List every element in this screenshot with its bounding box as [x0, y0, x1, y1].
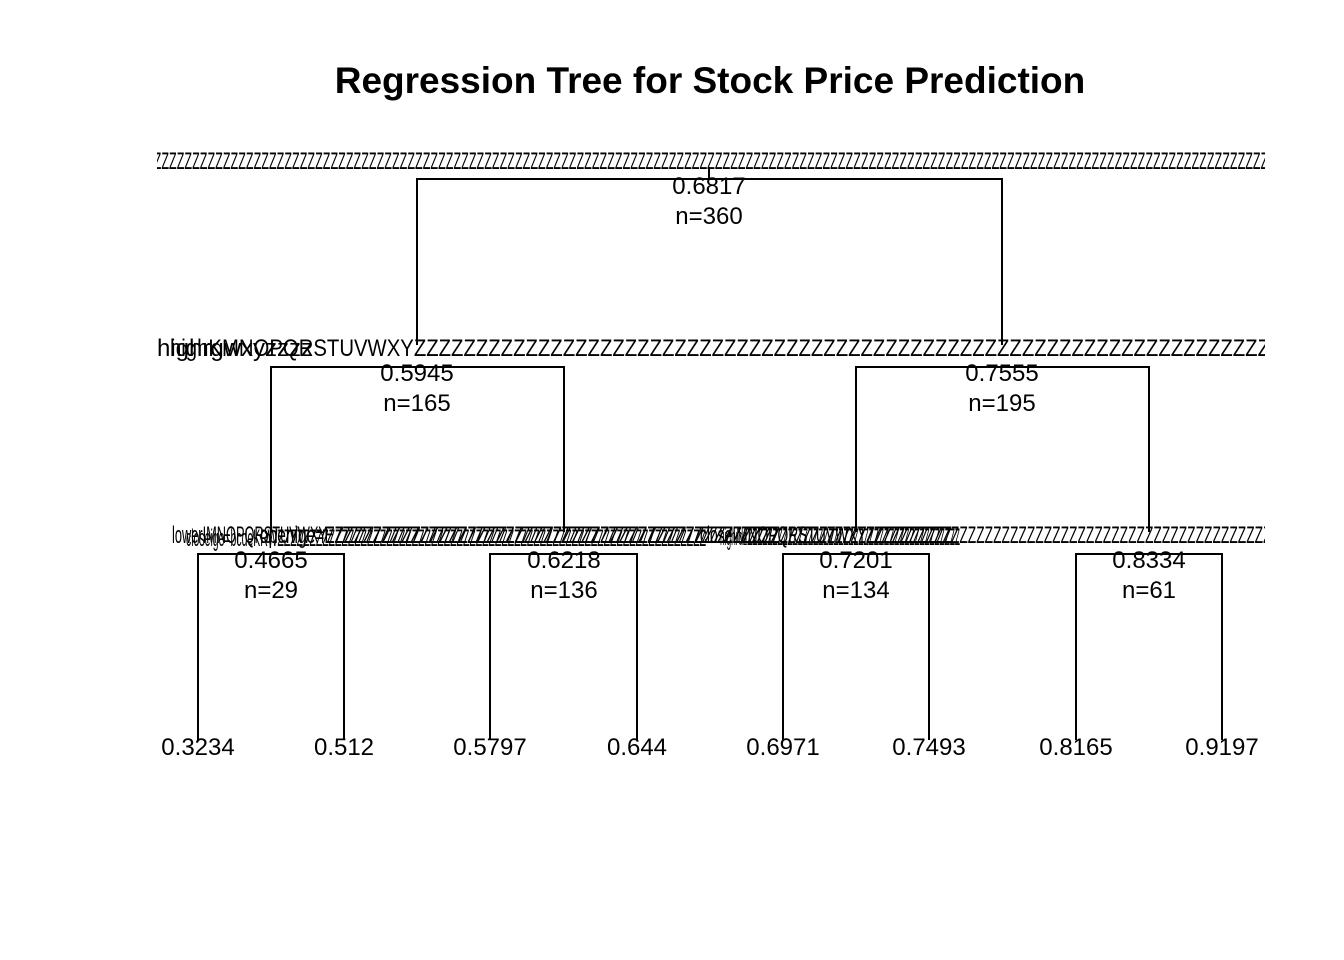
level1-split-label-a: highrgwxyzzzz: [157, 335, 313, 362]
tree-edges: [197, 167, 1223, 740]
leaf-5: 0.6971: [746, 734, 819, 761]
right-node-value: 0.7555: [965, 360, 1038, 387]
left-node-value: 0.5945: [380, 360, 453, 387]
split-labels: ZZZZZZZZZZZZZZZZZZZZZZZZZZZZZZZZZZZZZZZZ…: [146, 148, 1280, 552]
split-edge-rl: [782, 553, 930, 740]
split-edge-rr: [1075, 553, 1223, 740]
level2-split-label-e: highrdzZZZZZZZZZZZZZZZZZZZZZZZZZZZZZZZZZ…: [720, 524, 960, 551]
node-lr-count: n=136: [530, 577, 597, 604]
node-labels: 0.6817 n=360 0.5945 n=165 0.7555 n=195 0…: [234, 173, 1185, 604]
leaf-1: 0.3234: [161, 734, 234, 761]
node-rl-value: 0.7201: [819, 547, 892, 574]
leaf-7: 0.8165: [1039, 734, 1112, 761]
split-edge-ll: [197, 553, 345, 740]
node-lr-value: 0.6218: [527, 547, 600, 574]
node-rr-value: 0.8334: [1112, 547, 1185, 574]
node-ll-value: 0.4665: [234, 547, 307, 574]
diagram-title: Regression Tree for Stock Price Predicti…: [335, 60, 1086, 101]
right-split-edge: [855, 366, 1150, 532]
root-split-edge: [416, 178, 1003, 345]
root-node-count: n=360: [675, 203, 742, 230]
split-edge-lr: [489, 553, 638, 740]
left-split-edge: [270, 366, 565, 532]
level2-split-label-b: closeige=bcdeKRWZZZZZZZZZZZZZZZZZZZZZZZZ…: [186, 525, 706, 552]
leaf-labels: 0.3234 0.512 0.5797 0.644 0.6971 0.7493 …: [161, 734, 1258, 761]
root-split-label: ZZZZZZZZZZZZZZZZZZZZZZZZZZZZZZZZZZZZZZZZ…: [146, 148, 1276, 175]
root-node-value: 0.6817: [672, 173, 745, 200]
left-node-count: n=165: [383, 390, 450, 417]
level2-split-label-c: openige=EZZZZZZZZZZZZZZZZZZZZZZZZZZZZZZZ…: [260, 522, 780, 549]
leaf-2: 0.512: [314, 734, 374, 761]
leaf-6: 0.7493: [892, 734, 965, 761]
level1-split-label-b: highKMNOPQRSTUVWXYZZZZZZZZZZZZZZZZZZZZZZ…: [170, 335, 1270, 362]
right-node-count: n=195: [968, 390, 1035, 417]
level2-split-label-d: closeIMNOPQRSTUVWXYZZZZZZZZZZZZZZZZZZZZZ…: [700, 522, 1280, 549]
leaf-8: 0.9197: [1185, 734, 1258, 761]
level2-split-label-a: lowerIMNOPQRSTUVWXYZZZZZZZZZZZZZZZZZZZZZ…: [172, 522, 952, 549]
leaf-3: 0.5797: [453, 734, 526, 761]
node-rr-count: n=61: [1122, 577, 1176, 604]
node-ll-count: n=29: [244, 577, 298, 604]
node-rl-count: n=134: [822, 577, 889, 604]
leaf-4: 0.644: [607, 734, 667, 761]
